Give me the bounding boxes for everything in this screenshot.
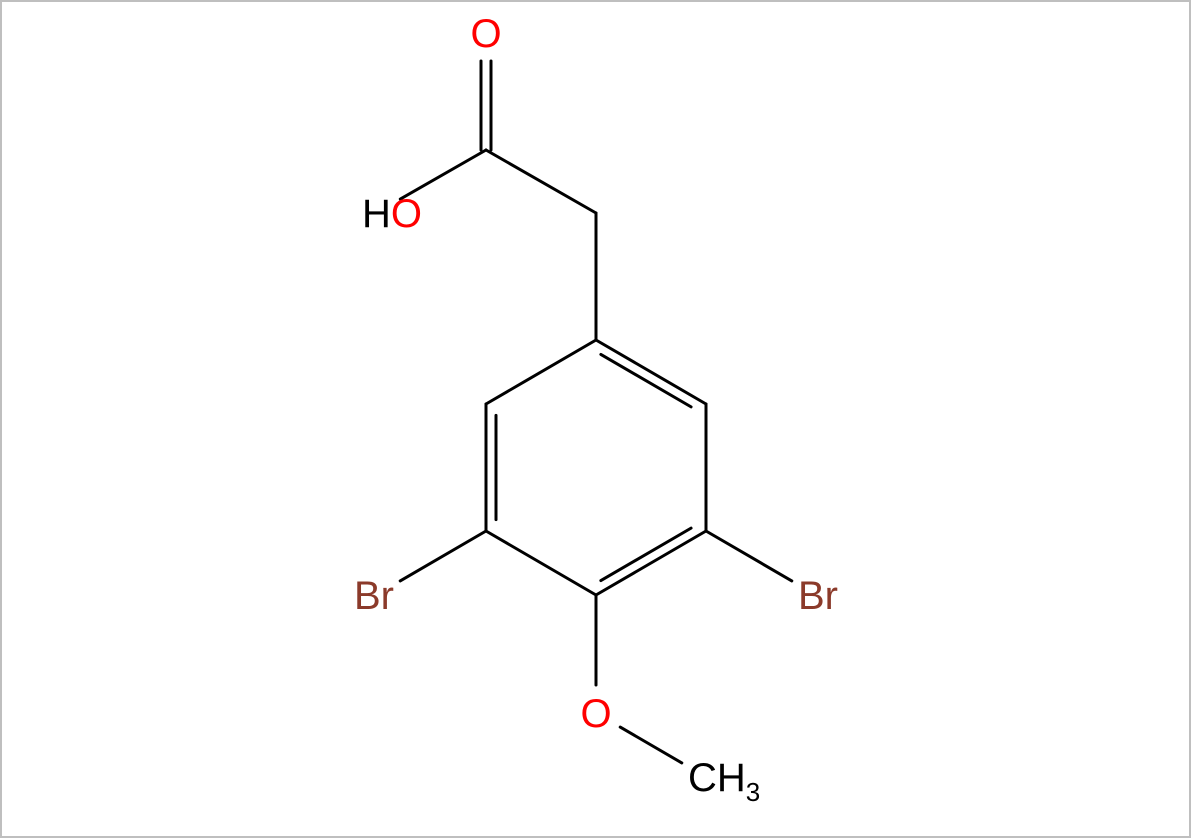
atom-label: HO: [362, 192, 422, 236]
atom-label: O: [580, 692, 611, 736]
atom-label: O: [470, 12, 501, 56]
atom-label: Br: [798, 574, 838, 618]
molecule-diagram: OHOBrBrOCH3: [0, 0, 1191, 838]
atom-label: Br: [354, 574, 394, 618]
